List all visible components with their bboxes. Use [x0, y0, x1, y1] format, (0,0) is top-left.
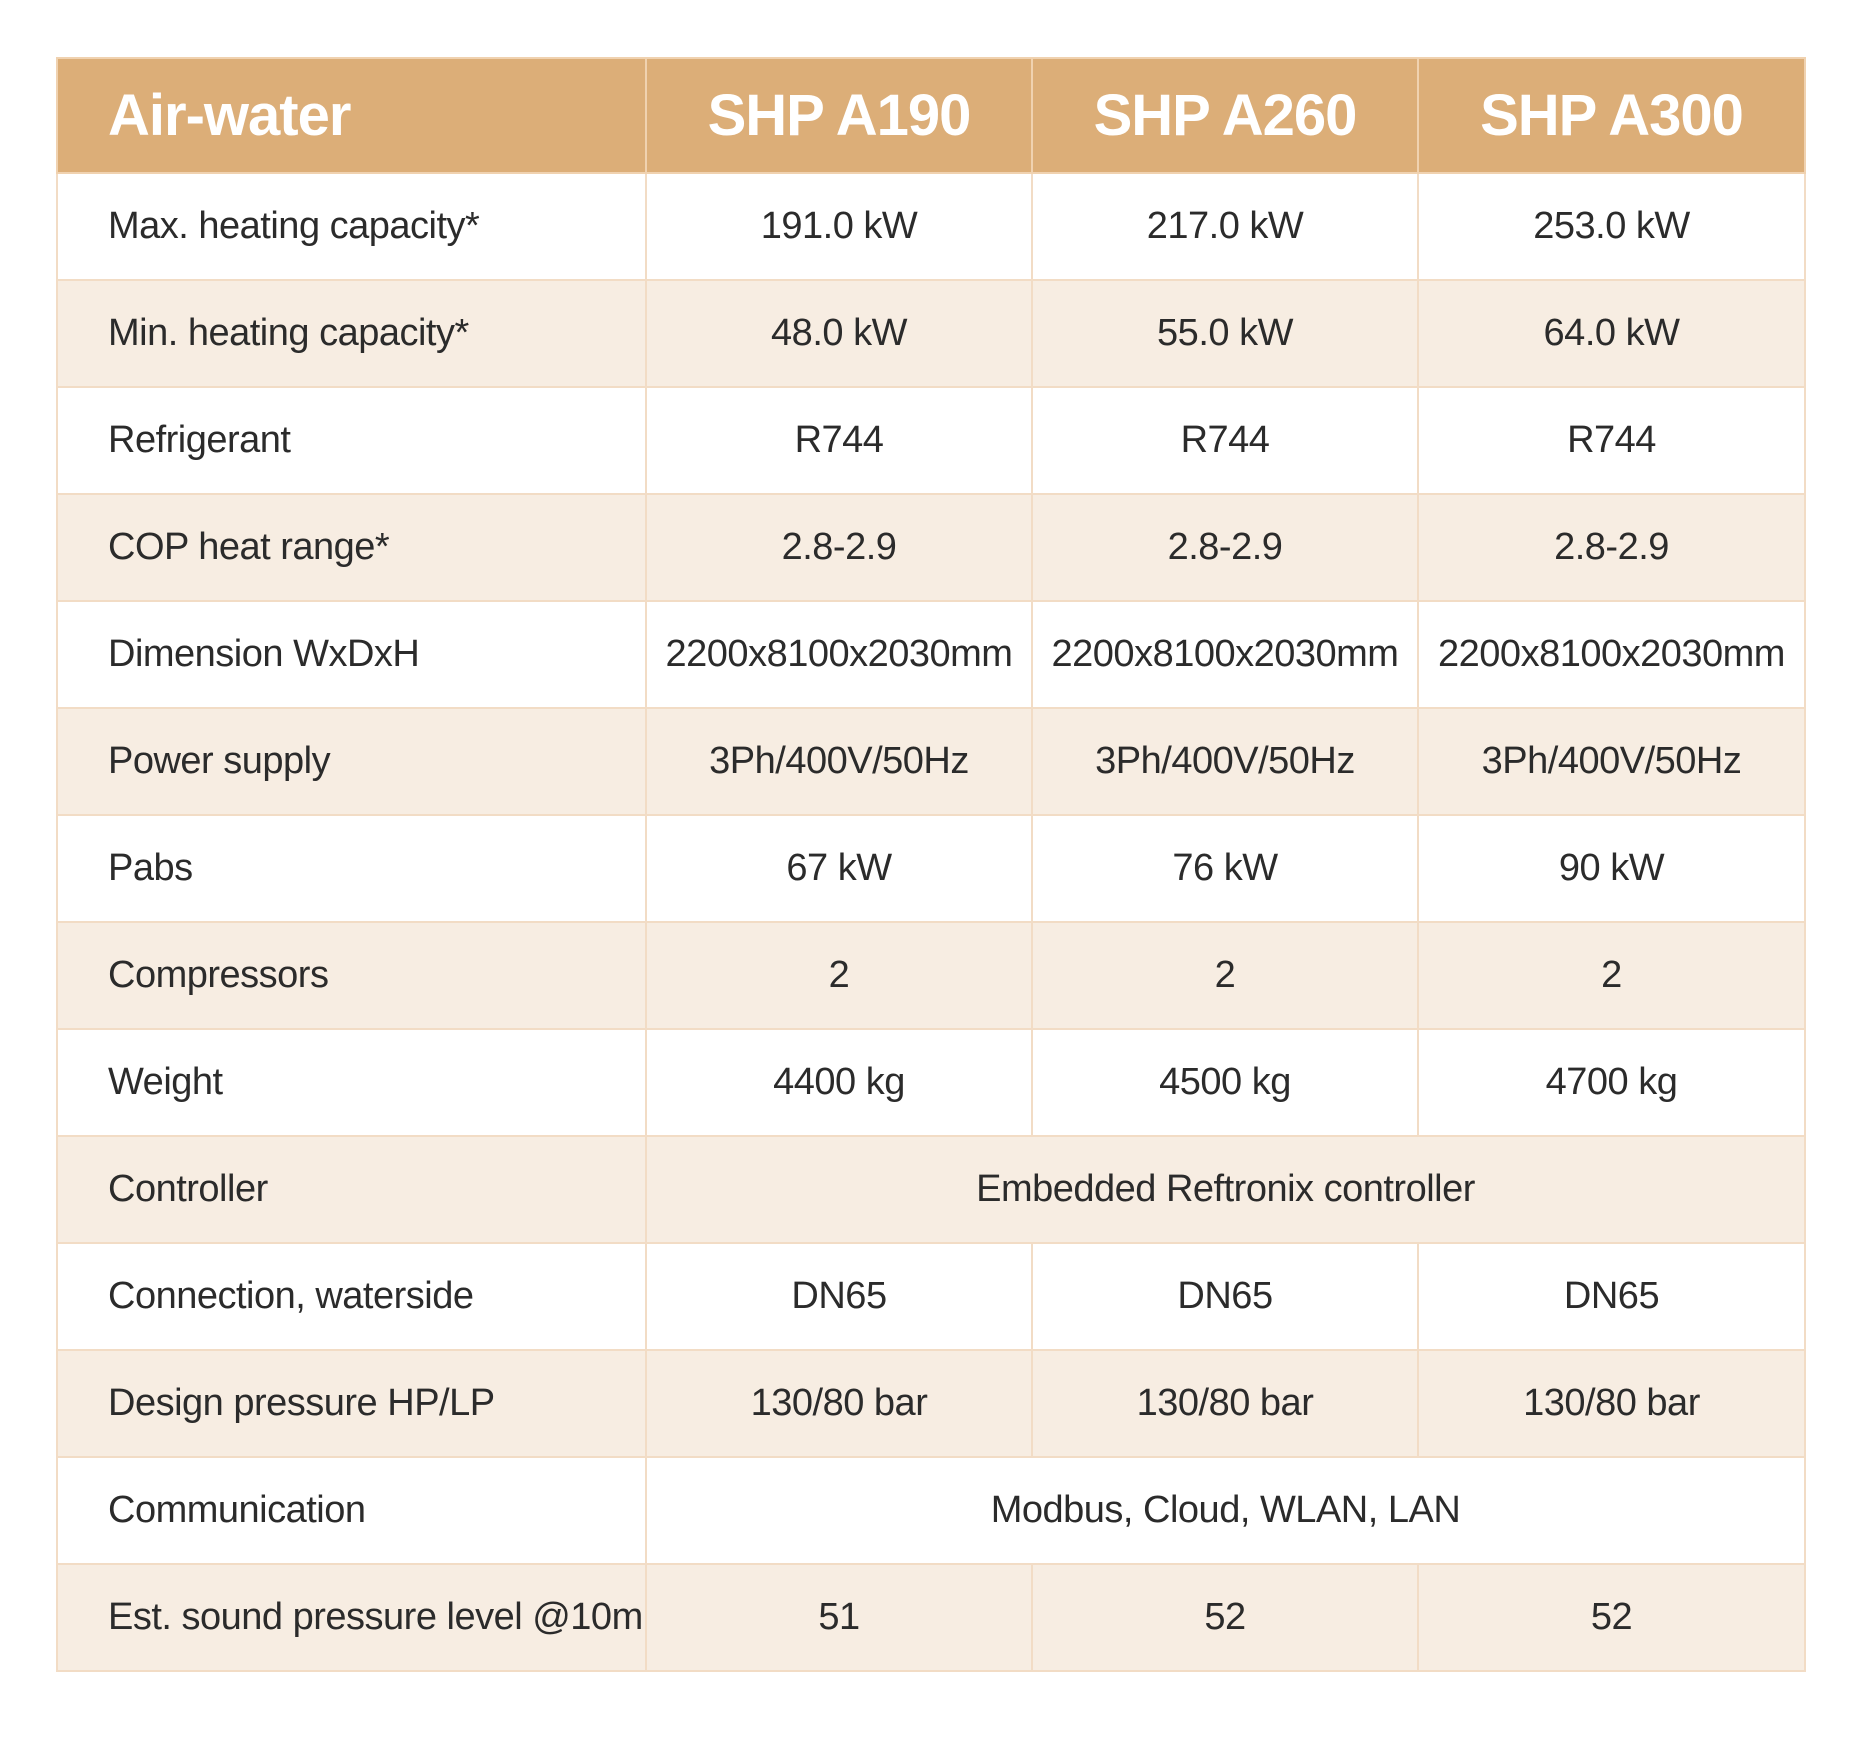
row-label: Design pressure HP/LP	[56, 1349, 647, 1458]
row-label: Weight	[56, 1028, 647, 1137]
model-header-shp-a260: SHP A260	[1031, 57, 1419, 174]
cell-value: 4500 kg	[1031, 1028, 1419, 1137]
spec-table: Air-water SHP A190 SHP A260 SHP A300 Max…	[56, 57, 1806, 1672]
row-label: COP heat range*	[56, 493, 647, 602]
row-connection-waterside: Connection, waterside DN65 DN65 DN65	[56, 1242, 1806, 1351]
model-header-shp-a300: SHP A300	[1417, 57, 1806, 174]
row-label: Controller	[56, 1135, 647, 1244]
cell-value: 51	[645, 1563, 1033, 1672]
row-label: Refrigerant	[56, 386, 647, 495]
cell-value: DN65	[645, 1242, 1033, 1351]
cell-value: 2.8-2.9	[1417, 493, 1806, 602]
row-refrigerant: Refrigerant R744 R744 R744	[56, 386, 1806, 495]
cell-value: 2.8-2.9	[645, 493, 1033, 602]
cell-value: 55.0 kW	[1031, 279, 1419, 388]
cell-value: 2200x8100x2030mm	[1031, 600, 1419, 709]
row-max-heating-capacity: Max. heating capacity* 191.0 kW 217.0 kW…	[56, 172, 1806, 281]
cell-value: 2	[1031, 921, 1419, 1030]
cell-value: R744	[645, 386, 1033, 495]
cell-value: 253.0 kW	[1417, 172, 1806, 281]
cell-value: R744	[1417, 386, 1806, 495]
cell-value: DN65	[1031, 1242, 1419, 1351]
row-power-supply: Power supply 3Ph/400V/50Hz 3Ph/400V/50Hz…	[56, 707, 1806, 816]
cell-value: 2	[1417, 921, 1806, 1030]
cell-value: 90 kW	[1417, 814, 1806, 923]
cell-value-merged: Modbus, Cloud, WLAN, LAN	[645, 1456, 1806, 1565]
cell-value: 64.0 kW	[1417, 279, 1806, 388]
row-sound-pressure: Est. sound pressure level @10m 51 52 52	[56, 1563, 1806, 1672]
header-row: Air-water SHP A190 SHP A260 SHP A300	[56, 57, 1806, 174]
row-design-pressure: Design pressure HP/LP 130/80 bar 130/80 …	[56, 1349, 1806, 1458]
row-min-heating-capacity: Min. heating capacity* 48.0 kW 55.0 kW 6…	[56, 279, 1806, 388]
row-pabs: Pabs 67 kW 76 kW 90 kW	[56, 814, 1806, 923]
cell-value: 130/80 bar	[1417, 1349, 1806, 1458]
cell-value: 67 kW	[645, 814, 1033, 923]
cell-value: 52	[1417, 1563, 1806, 1672]
cell-value: 2200x8100x2030mm	[645, 600, 1033, 709]
cell-value: 48.0 kW	[645, 279, 1033, 388]
cell-value-merged: Embedded Reftronix controller	[645, 1135, 1806, 1244]
row-label: Dimension WxDxH	[56, 600, 647, 709]
cell-value: 76 kW	[1031, 814, 1419, 923]
table-title: Air-water	[56, 57, 647, 174]
cell-value: 191.0 kW	[645, 172, 1033, 281]
cell-value: DN65	[1417, 1242, 1806, 1351]
row-controller: Controller Embedded Reftronix controller	[56, 1135, 1806, 1244]
cell-value: 130/80 bar	[645, 1349, 1033, 1458]
row-label: Connection, waterside	[56, 1242, 647, 1351]
cell-value: 217.0 kW	[1031, 172, 1419, 281]
cell-value: 3Ph/400V/50Hz	[645, 707, 1033, 816]
cell-value: 3Ph/400V/50Hz	[1031, 707, 1419, 816]
cell-value: 3Ph/400V/50Hz	[1417, 707, 1806, 816]
cell-value: 2.8-2.9	[1031, 493, 1419, 602]
cell-value: 2	[645, 921, 1033, 1030]
row-label: Pabs	[56, 814, 647, 923]
cell-value: 52	[1031, 1563, 1419, 1672]
row-label: Compressors	[56, 921, 647, 1030]
row-dimension: Dimension WxDxH 2200x8100x2030mm 2200x81…	[56, 600, 1806, 709]
row-label: Communication	[56, 1456, 647, 1565]
model-header-shp-a190: SHP A190	[645, 57, 1033, 174]
cell-value: 2200x8100x2030mm	[1417, 600, 1806, 709]
cell-value: 4700 kg	[1417, 1028, 1806, 1137]
row-label: Max. heating capacity*	[56, 172, 647, 281]
cell-value: 4400 kg	[645, 1028, 1033, 1137]
row-weight: Weight 4400 kg 4500 kg 4700 kg	[56, 1028, 1806, 1137]
row-label: Power supply	[56, 707, 647, 816]
row-communication: Communication Modbus, Cloud, WLAN, LAN	[56, 1456, 1806, 1565]
row-label: Est. sound pressure level @10m	[56, 1563, 647, 1672]
row-compressors: Compressors 2 2 2	[56, 921, 1806, 1030]
cell-value: 130/80 bar	[1031, 1349, 1419, 1458]
cell-value: R744	[1031, 386, 1419, 495]
row-label: Min. heating capacity*	[56, 279, 647, 388]
row-cop-heat-range: COP heat range* 2.8-2.9 2.8-2.9 2.8-2.9	[56, 493, 1806, 602]
